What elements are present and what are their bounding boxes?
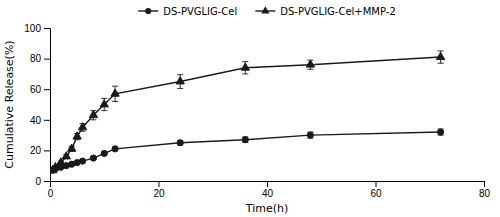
- point: [306, 60, 314, 67]
- x-tick: 80: [479, 181, 491, 199]
- x-tick-label: 80: [479, 188, 491, 199]
- error-bar: [438, 129, 444, 135]
- y-tick-label: 80: [30, 53, 42, 64]
- legend-item: DS-PVGLIG-Cel: [138, 6, 237, 17]
- y-tick-mark: [44, 28, 50, 29]
- x-tick-mark: [267, 181, 268, 187]
- error-bar: [307, 132, 313, 138]
- point: [78, 123, 86, 130]
- y-tick: 40: [30, 115, 50, 126]
- x-tick: 40: [262, 181, 274, 199]
- point: [89, 110, 97, 117]
- y-tick-label: 20: [30, 145, 42, 156]
- point: [241, 63, 249, 70]
- x-tick: 60: [370, 181, 382, 199]
- x-tick-label: 0: [48, 188, 54, 199]
- y-axis-title: Cumulative Release(%): [3, 40, 16, 168]
- y-tick-mark: [44, 89, 50, 90]
- y-tick: 0: [35, 176, 50, 187]
- legend-label: DS-PVGLIG-Cel: [163, 6, 237, 17]
- x-tick-mark: [484, 181, 485, 187]
- x-tick-mark: [376, 181, 377, 187]
- point: [100, 100, 108, 107]
- point: [79, 158, 85, 164]
- point: [176, 77, 184, 84]
- x-axis-title: Time(h): [245, 202, 288, 215]
- y-tick: 60: [30, 84, 50, 95]
- x-tick-label: 40: [262, 188, 274, 199]
- point: [62, 152, 70, 159]
- y-tick: 100: [24, 23, 50, 34]
- y-axis-line: [44, 29, 51, 182]
- x-axis-line: [51, 182, 485, 188]
- legend-marker: [261, 6, 269, 13]
- point: [242, 137, 248, 143]
- y-tick: 20: [30, 145, 50, 156]
- point: [438, 129, 444, 135]
- error-bar: [177, 140, 183, 145]
- x-tick-label: 60: [370, 188, 382, 199]
- series: [50, 51, 445, 173]
- series: [50, 129, 444, 173]
- y-tick-label: 60: [30, 84, 42, 95]
- x-tick-label: 20: [153, 188, 165, 199]
- y-tick-mark: [44, 59, 50, 60]
- point: [307, 132, 313, 138]
- point: [436, 52, 444, 59]
- point: [111, 89, 119, 96]
- point: [177, 140, 183, 146]
- y-tick: 80: [30, 53, 50, 64]
- y-axis: 0 20 40 60 80 100: [24, 23, 50, 187]
- x-tick: 0: [48, 181, 54, 199]
- x-axis: 0 20 40 60 80: [48, 181, 491, 199]
- y-tick-label: 100: [24, 23, 41, 34]
- legend: DS-PVGLIG-Cel DS-PVGLIG-Cel+MMP-2: [138, 6, 396, 17]
- y-tick-label: 0: [35, 176, 41, 187]
- y-tick-mark: [44, 120, 50, 121]
- y-tick-mark: [44, 181, 50, 182]
- y-tick-mark: [44, 150, 50, 151]
- point: [73, 132, 81, 139]
- point: [90, 155, 96, 161]
- error-bar: [242, 137, 248, 143]
- point: [101, 150, 107, 156]
- point: [112, 146, 118, 152]
- plot: 0 20 40 60 80 0 20 40 60 80 100: [24, 23, 490, 199]
- x-tick-mark: [159, 181, 160, 187]
- legend-label: DS-PVGLIG-Cel+MMP-2: [280, 6, 395, 17]
- legend-item: DS-PVGLIG-Cel+MMP-2: [255, 6, 395, 17]
- chart: 0 20 40 60 80 0 20 40 60 80 100 Time(h) Cumulative R…: [0, 0, 500, 217]
- marks: [50, 51, 445, 173]
- legend-marker: [145, 8, 151, 14]
- series-line: [53, 132, 441, 170]
- point: [68, 144, 76, 151]
- x-tick: 20: [153, 181, 165, 199]
- y-tick-label: 40: [30, 115, 42, 126]
- series-line: [53, 57, 441, 170]
